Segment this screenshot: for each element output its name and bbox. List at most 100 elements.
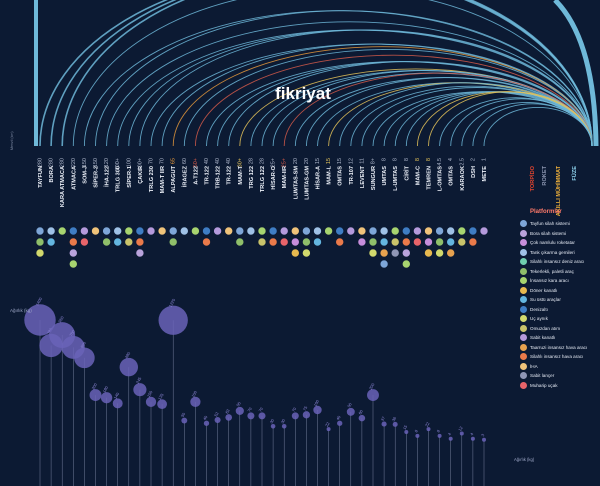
weight-value: 3: [480, 432, 486, 437]
weight-bubble: [24, 304, 56, 336]
range-value: 15: [315, 158, 321, 164]
range-labels: >280 280 280 220 150 150 120 100+ 100 100+ 70 70 65 6…: [38, 158, 488, 170]
platform-icon: [520, 277, 527, 285]
weight-bubble: [313, 405, 322, 415]
legend-label: Denizaltı: [530, 306, 548, 312]
weight-bubble: [247, 412, 255, 420]
platform-icon: [520, 248, 527, 256]
platform-dot: [135, 237, 145, 247]
weight-value: 12: [457, 425, 464, 432]
legend-label: Taarruzi insansız hava aracı: [530, 344, 588, 350]
range-value: 100+: [137, 158, 143, 170]
platform-dot: [368, 237, 378, 247]
platform-icon: [520, 239, 527, 247]
platform-dot: [424, 226, 433, 236]
axis-label-menzil: Menzil (km): [10, 131, 14, 150]
platform-dot: [335, 226, 345, 236]
range-value: 65: [171, 158, 177, 164]
platform-dot: [69, 237, 78, 247]
platform-dot: [401, 226, 411, 236]
missile-name: DSH: [471, 166, 477, 178]
weight-value: 8: [413, 428, 419, 433]
platform-dot: [202, 237, 211, 247]
platform-dot: [113, 226, 122, 236]
missile-name: ALPAGUT: [171, 165, 177, 192]
missile-name: TRLG 230: [149, 166, 155, 192]
range-value: 20: [304, 158, 310, 164]
weight-bubble: [235, 406, 244, 416]
platform-dot: [435, 248, 444, 258]
weight-bubble: [426, 427, 431, 432]
platform-dot: [446, 226, 456, 236]
range-value: 40: [226, 158, 232, 164]
range-value: 70: [149, 158, 155, 164]
legend-label: Tank çıkarma gemileri: [530, 249, 575, 255]
weight-bubble: [392, 421, 398, 427]
platform-icon: [520, 315, 527, 323]
missile-name: OMTAS: [449, 166, 455, 186]
platform-dot: [180, 226, 189, 236]
platform-icon: [520, 381, 527, 389]
legend-label: Silahlı insansız hava aracı: [530, 354, 584, 360]
range-value: 280: [49, 158, 55, 167]
range-arc: [228, 61, 593, 147]
range-arc: [483, 106, 593, 147]
missile-name: A-T122: [193, 166, 199, 185]
weight-bubble: [448, 436, 453, 441]
platform-icon: [520, 343, 527, 351]
range-value: 25+: [282, 158, 288, 167]
platform-dot: [401, 237, 411, 247]
range-value: 2.5: [459, 158, 465, 166]
platform-icon: [520, 229, 527, 237]
platform-dot: [102, 226, 111, 236]
weight-bubble: [89, 389, 102, 402]
platform-dot: [457, 226, 467, 236]
legend-item: Çok namlulu roketatar: [520, 238, 600, 248]
missile-name: UMTAS: [382, 166, 388, 186]
platform-dot: [346, 226, 356, 236]
weight-bubble: [225, 414, 233, 421]
weight-value: 95: [235, 400, 242, 407]
range-value: 70: [160, 158, 166, 164]
platform-dot: [302, 237, 311, 247]
platform-dot: [279, 226, 289, 236]
platform-dot: [46, 226, 56, 236]
range-arc: [139, 29, 593, 147]
legend-label: İnsansız kara aracı: [530, 278, 569, 284]
range-value: 20: [293, 158, 299, 164]
missile-name-labels: TAYFUN BORA KARA ATMACA ATMACA SOM-J SİPER-2 İ…: [38, 165, 488, 207]
weight-bubble: [145, 396, 157, 408]
range-arc: [61, 0, 593, 147]
weight-bubble: [337, 420, 343, 426]
platform-dot: [268, 237, 278, 247]
platform-dot: [446, 248, 456, 258]
legend-item: Tank çıkarma gemileri: [520, 248, 600, 258]
range-value: 220: [71, 158, 77, 167]
platform-dot: [390, 226, 400, 236]
missile-name: METE: [482, 166, 488, 182]
platform-dot: [379, 248, 389, 258]
legend-item: Muharip uçak: [520, 381, 600, 391]
platform-icon: [520, 334, 527, 342]
weight-value: 70: [246, 406, 253, 413]
legend-label: Omuzdan atım: [530, 325, 561, 331]
missile-name: HİSAR-O: [270, 165, 277, 189]
range-value: 25+: [271, 158, 277, 167]
range-arc: [428, 91, 593, 147]
legend-label: Silahlı insansız deniz aracı: [530, 259, 585, 265]
range-arc: [328, 82, 593, 147]
missile-name: ÇAKIR: [138, 166, 144, 184]
range-value: 4.5: [437, 158, 443, 166]
platform-dot: [191, 226, 200, 236]
platform-dot: [80, 237, 89, 247]
platform-dot: [290, 237, 300, 247]
platform-icon: [520, 296, 527, 304]
legend-item: Tayfun silah sistemi: [520, 219, 600, 229]
weight-value: 200: [368, 382, 376, 391]
platform-dot: [335, 237, 345, 247]
platform-dot: [468, 237, 478, 247]
platform-dot: [401, 248, 411, 258]
range-value: 100+: [115, 158, 121, 170]
platform-dot: [379, 226, 389, 236]
